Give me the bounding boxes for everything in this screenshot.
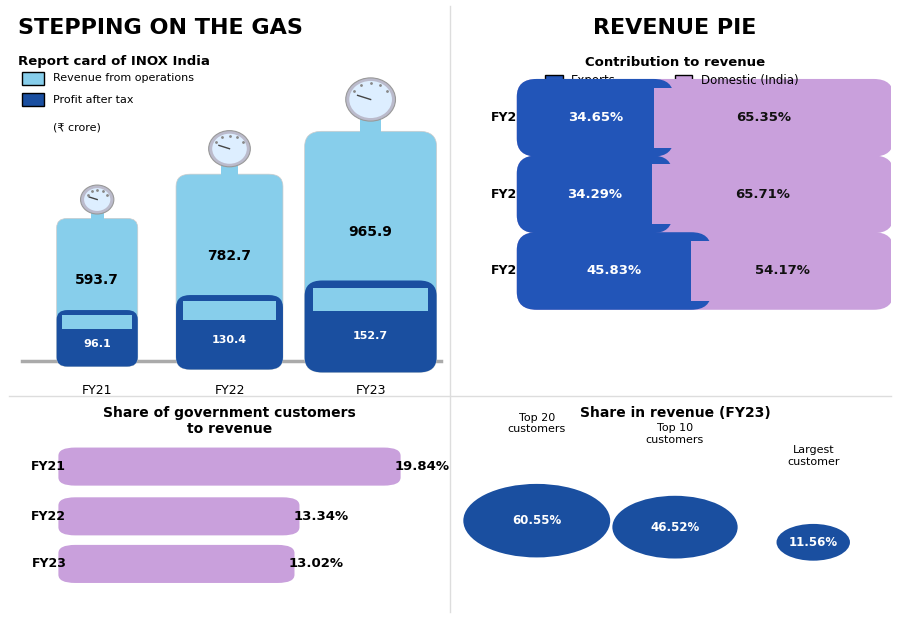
Circle shape (612, 496, 738, 559)
FancyBboxPatch shape (58, 497, 300, 535)
Circle shape (212, 133, 247, 164)
FancyBboxPatch shape (545, 75, 562, 87)
Text: 65.71%: 65.71% (735, 188, 790, 201)
Text: 11.56%: 11.56% (788, 536, 838, 549)
Circle shape (84, 188, 111, 211)
FancyBboxPatch shape (517, 79, 894, 156)
Text: 54.17%: 54.17% (755, 265, 810, 277)
FancyBboxPatch shape (360, 118, 382, 133)
Circle shape (777, 524, 850, 561)
Text: 965.9: 965.9 (348, 225, 392, 239)
FancyBboxPatch shape (652, 164, 896, 224)
Text: 34.29%: 34.29% (567, 188, 622, 201)
Text: 34.65%: 34.65% (568, 111, 623, 124)
Text: 130.4: 130.4 (212, 336, 248, 345)
Text: FY23: FY23 (32, 557, 67, 570)
FancyBboxPatch shape (57, 218, 138, 366)
Text: Exports: Exports (572, 74, 616, 87)
FancyBboxPatch shape (176, 295, 283, 370)
FancyBboxPatch shape (675, 75, 692, 87)
Circle shape (349, 81, 392, 118)
FancyBboxPatch shape (691, 241, 896, 301)
Text: Report card of INOX India: Report card of INOX India (18, 54, 210, 67)
Text: Contribution to revenue: Contribution to revenue (585, 56, 765, 69)
FancyBboxPatch shape (633, 164, 654, 224)
Text: FY22: FY22 (32, 510, 67, 523)
Text: Top 20
customers: Top 20 customers (508, 413, 566, 434)
Text: Top 10
customers: Top 10 customers (646, 423, 704, 445)
Text: Profit after tax: Profit after tax (53, 95, 133, 104)
FancyBboxPatch shape (220, 164, 238, 176)
Circle shape (346, 78, 395, 121)
FancyBboxPatch shape (91, 211, 104, 220)
FancyBboxPatch shape (22, 72, 44, 85)
Circle shape (464, 484, 610, 557)
FancyBboxPatch shape (176, 174, 283, 370)
FancyBboxPatch shape (58, 447, 400, 486)
FancyBboxPatch shape (671, 241, 693, 301)
FancyBboxPatch shape (304, 131, 436, 373)
Text: 782.7: 782.7 (208, 248, 251, 263)
FancyBboxPatch shape (57, 310, 138, 366)
FancyBboxPatch shape (304, 281, 436, 373)
Text: Domestic (India): Domestic (India) (701, 74, 798, 87)
Text: STEPPING ON THE GAS: STEPPING ON THE GAS (18, 18, 302, 38)
Circle shape (209, 130, 250, 167)
FancyBboxPatch shape (62, 315, 132, 329)
FancyBboxPatch shape (634, 88, 656, 148)
Text: FY23: FY23 (491, 265, 526, 277)
Text: 593.7: 593.7 (76, 273, 119, 287)
Text: Share of government customers
to revenue: Share of government customers to revenue (104, 406, 356, 436)
FancyBboxPatch shape (183, 301, 276, 320)
Text: Share in revenue (FY23): Share in revenue (FY23) (580, 406, 770, 420)
Text: FY21: FY21 (32, 460, 67, 473)
Circle shape (81, 185, 113, 214)
FancyBboxPatch shape (653, 88, 896, 148)
Text: 13.02%: 13.02% (289, 557, 344, 570)
FancyBboxPatch shape (58, 545, 294, 583)
Text: 96.1: 96.1 (84, 339, 111, 349)
Text: FY23: FY23 (356, 384, 386, 397)
Text: Largest
customer: Largest customer (787, 445, 840, 467)
Text: (₹ crore): (₹ crore) (53, 122, 101, 132)
FancyBboxPatch shape (517, 79, 673, 156)
Text: FY22: FY22 (491, 188, 526, 201)
Text: Revenue from operations: Revenue from operations (53, 74, 194, 83)
FancyBboxPatch shape (517, 156, 894, 233)
FancyBboxPatch shape (22, 93, 44, 106)
Text: 46.52%: 46.52% (651, 520, 699, 534)
FancyBboxPatch shape (517, 232, 894, 310)
Text: 19.84%: 19.84% (395, 460, 450, 473)
Text: REVENUE PIE: REVENUE PIE (593, 18, 757, 38)
Text: FY22: FY22 (214, 384, 245, 397)
FancyBboxPatch shape (313, 288, 428, 311)
Text: FY21: FY21 (82, 384, 112, 397)
FancyBboxPatch shape (517, 156, 672, 233)
Text: 65.35%: 65.35% (736, 111, 791, 124)
Text: 13.34%: 13.34% (293, 510, 349, 523)
Text: 60.55%: 60.55% (512, 514, 562, 527)
Text: 152.7: 152.7 (353, 331, 388, 341)
Text: FY21: FY21 (491, 111, 526, 124)
Text: 45.83%: 45.83% (587, 265, 642, 277)
FancyBboxPatch shape (517, 232, 711, 310)
